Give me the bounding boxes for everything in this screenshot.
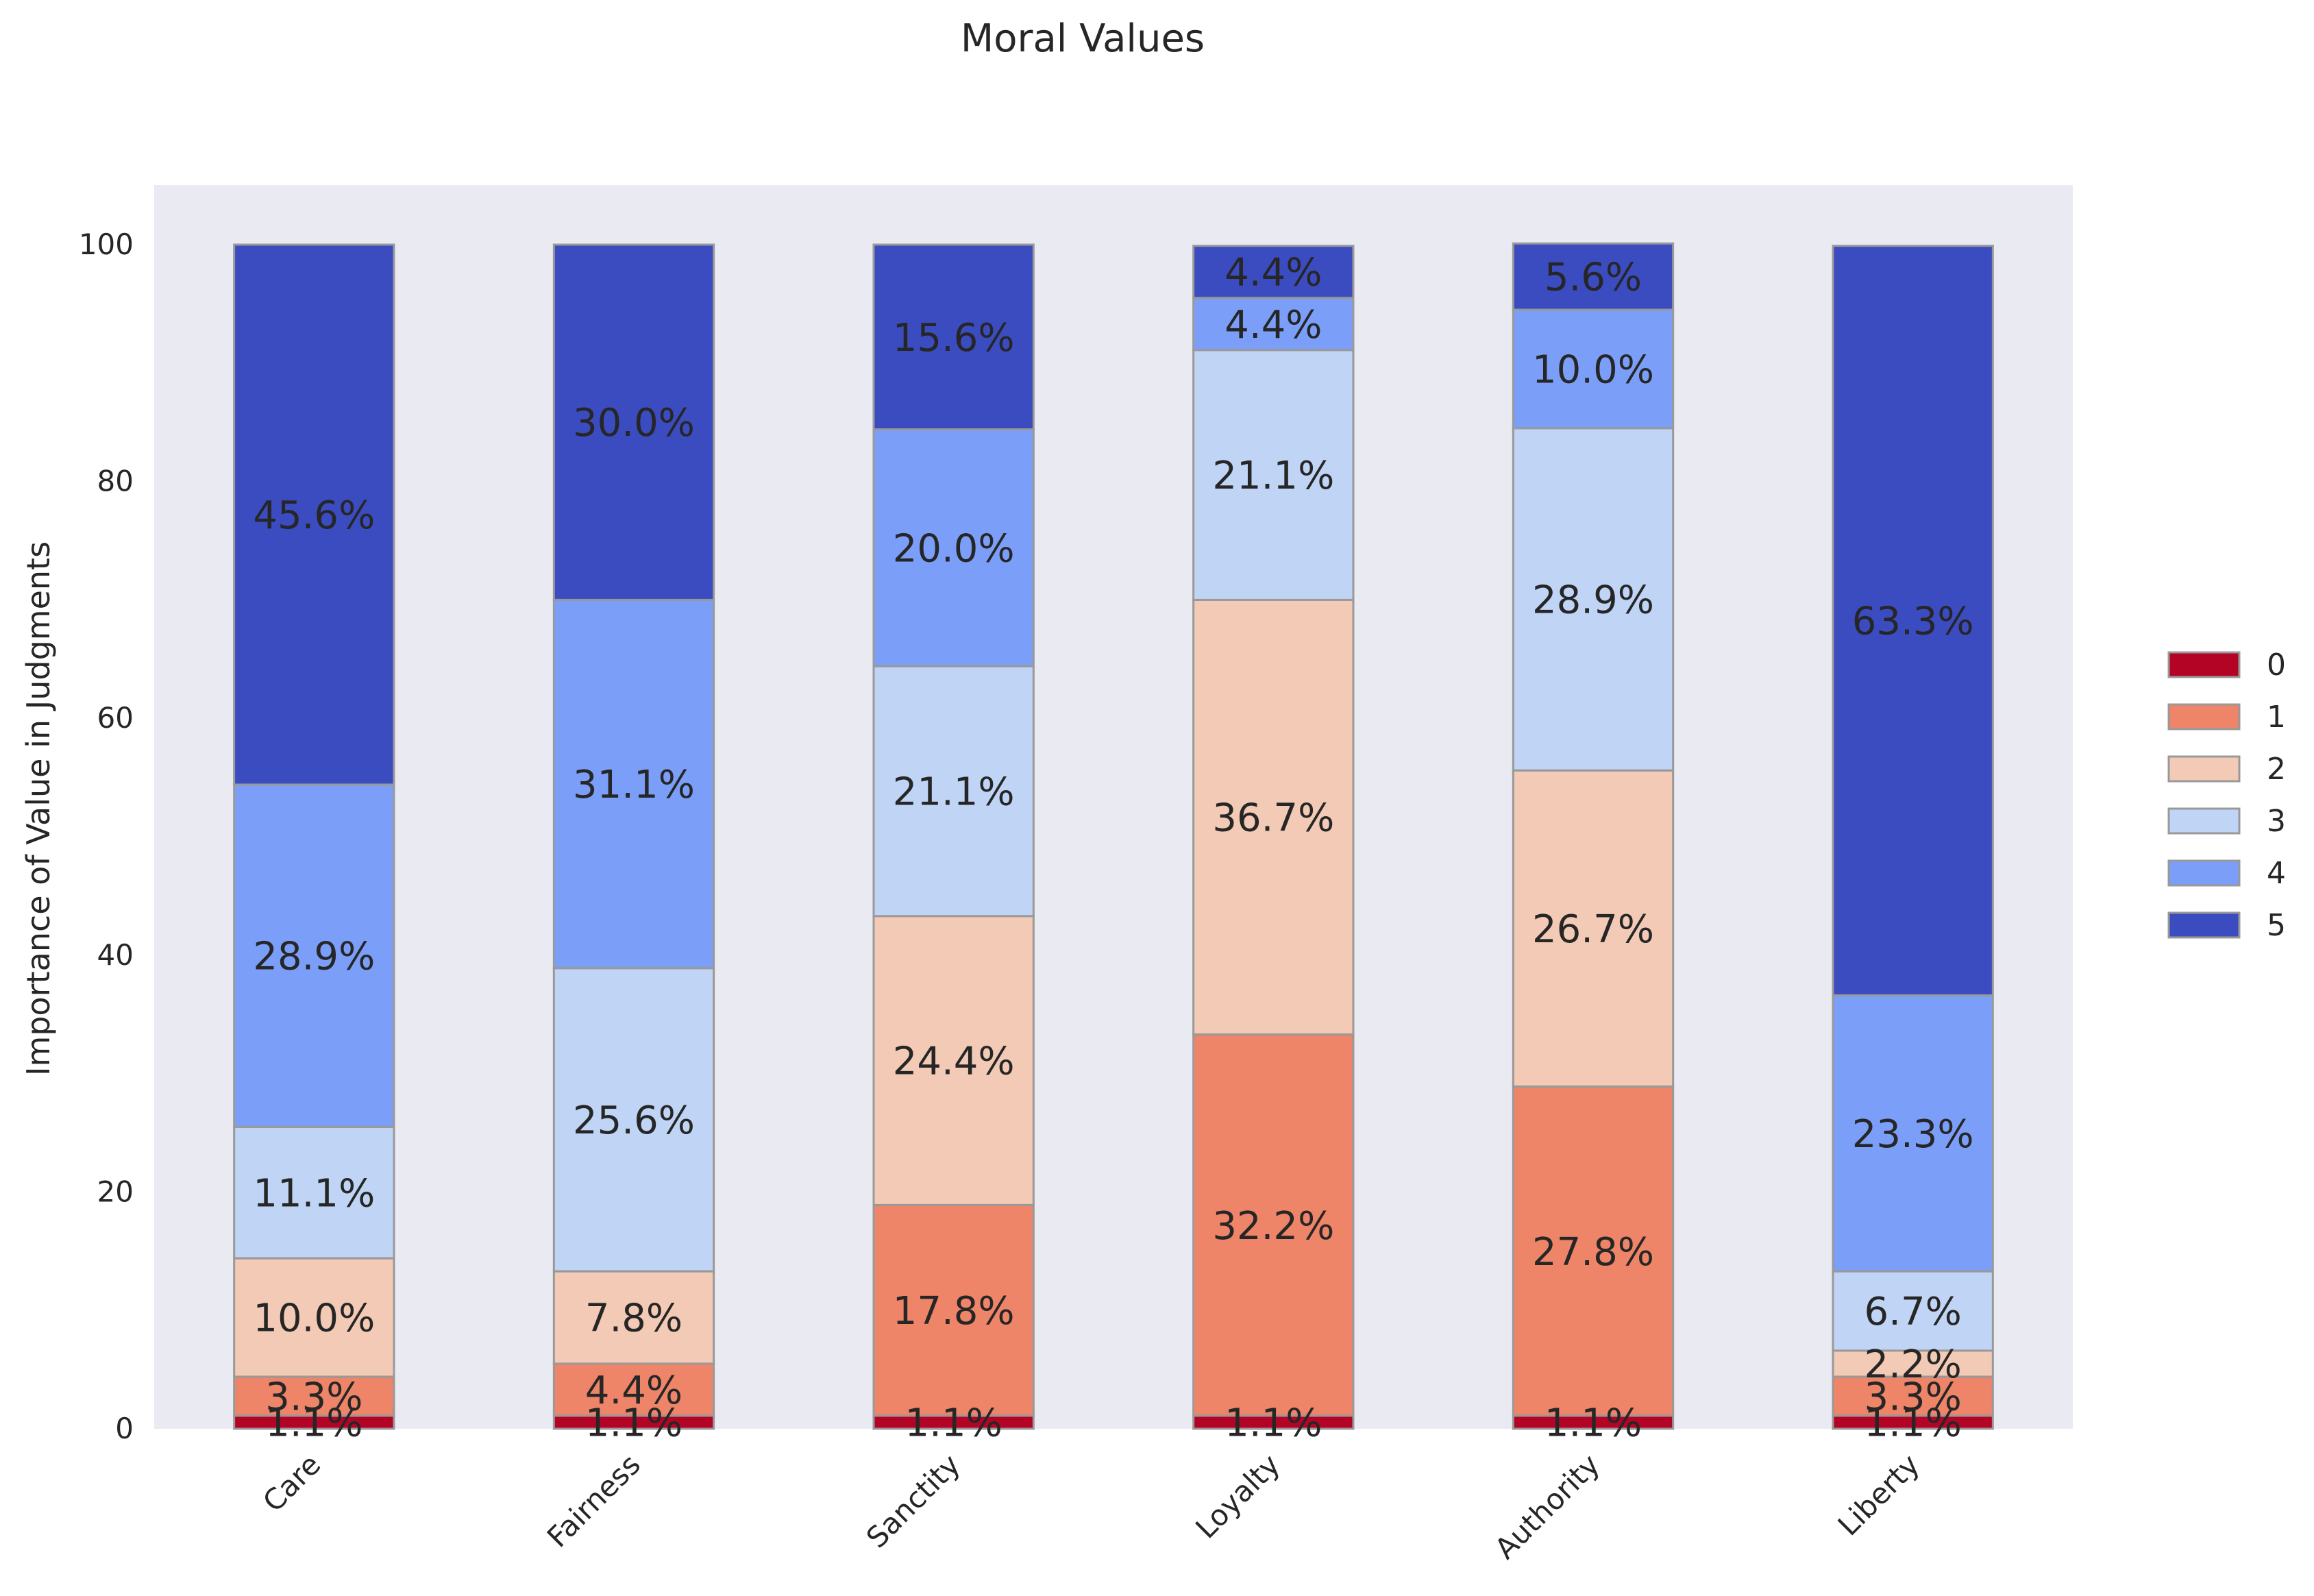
data-label: 1.1%	[265, 1401, 362, 1445]
bar-labels: 1.1%3.3%10.0%11.1%28.9%45.6%1.1%4.4%7.8%…	[253, 251, 1973, 1446]
data-label: 6.7%	[1864, 1290, 1962, 1334]
legend-label: 2	[2267, 752, 2286, 787]
bar-segment	[1192, 1033, 1355, 1417]
y-tick-label: 0	[115, 1412, 134, 1445]
data-label: 1.1%	[1224, 1401, 1322, 1445]
bar-segment	[552, 967, 715, 1273]
data-label: 21.1%	[893, 770, 1015, 814]
legend-swatch	[2167, 911, 2241, 939]
data-label: 1.1%	[1544, 1401, 1642, 1445]
data-label: 5.6%	[1544, 256, 1642, 300]
data-label: 1.1%	[1864, 1401, 1962, 1445]
x-tick-label: Liberty	[1832, 1447, 1926, 1542]
data-label: 3.3%	[265, 1375, 362, 1419]
legend-label: 3	[2267, 804, 2286, 839]
data-label: 28.9%	[1532, 578, 1654, 623]
data-label: 7.8%	[585, 1297, 682, 1341]
bar-segment	[1832, 1375, 1994, 1417]
bar-segment	[1192, 245, 1355, 299]
bars	[233, 242, 1994, 1430]
data-label: 27.8%	[1532, 1230, 1654, 1275]
data-label: 26.7%	[1532, 907, 1654, 952]
y-tick-label: 40	[97, 938, 134, 972]
bar-segment	[1832, 994, 1994, 1273]
x-tick-label: Care	[256, 1447, 327, 1518]
bar-segment	[872, 243, 1035, 431]
legend-label: 5	[2267, 908, 2286, 943]
x-tick-label: Fairness	[541, 1447, 647, 1554]
bar-segment	[552, 1362, 715, 1417]
data-label: 17.8%	[893, 1289, 1015, 1334]
data-label: 31.1%	[573, 763, 695, 807]
data-label: 10.0%	[1532, 347, 1654, 392]
data-label: 1.1%	[585, 1401, 682, 1445]
legend-swatch	[2167, 807, 2241, 835]
legend-swatch	[2167, 703, 2241, 731]
x-axis-ticks: Care Fairness Sanctity Loyalty Authority Libe…	[256, 1447, 1926, 1565]
bar-segment	[1192, 349, 1355, 601]
bar-segment	[233, 783, 395, 1128]
data-label: 45.6%	[253, 493, 375, 538]
y-tick-label: 100	[79, 228, 134, 261]
data-label: 28.9%	[253, 935, 375, 979]
x-tick-label: Authority	[1488, 1447, 1606, 1565]
chart-title: Moral Values	[961, 16, 1205, 61]
bar-segment	[233, 1375, 395, 1417]
data-label: 32.2%	[1212, 1204, 1334, 1249]
y-axis-title: Importance of Value in Judgments	[20, 541, 57, 1076]
data-label: 21.1%	[1212, 454, 1334, 498]
x-tick-label: Loyalty	[1189, 1447, 1286, 1545]
data-label: 4.4%	[585, 1368, 682, 1413]
data-label: 2.2%	[1864, 1342, 1962, 1387]
bar-segment	[872, 915, 1035, 1206]
bar-segment	[872, 428, 1035, 667]
data-label: 63.3%	[1852, 600, 1974, 644]
x-tick-label: Sanctity	[860, 1447, 967, 1554]
plot-area	[154, 185, 2073, 1429]
data-label: 24.4%	[893, 1040, 1015, 1084]
bar-segment	[1832, 1270, 1994, 1352]
legend-swatch	[2167, 755, 2241, 783]
data-label: 11.1%	[253, 1171, 375, 1216]
data-label: 20.0%	[893, 526, 1015, 571]
data-label: 3.3%	[1864, 1375, 1962, 1419]
data-label: 1.1%	[905, 1401, 1002, 1445]
legend-label: 4	[2267, 856, 2286, 891]
data-label: 10.0%	[253, 1297, 375, 1341]
data-label: 15.6%	[893, 316, 1015, 360]
legend: 0 1 2 3 4 5	[2167, 648, 2286, 943]
y-tick-label: 80	[97, 465, 134, 498]
y-tick-label: 60	[97, 701, 134, 735]
data-label: 23.3%	[1852, 1112, 1974, 1157]
legend-label: 1	[2267, 700, 2286, 735]
bar-segment	[1192, 297, 1355, 352]
data-label: 4.4%	[1224, 303, 1322, 347]
bar-segment	[233, 243, 395, 786]
bar-segment	[552, 1270, 715, 1365]
legend-swatch	[2167, 651, 2241, 678]
y-axis-ticks: 0 20 40 60 80 100	[79, 228, 134, 1445]
bar-segment	[1512, 769, 1675, 1088]
data-label: 36.7%	[1212, 796, 1334, 840]
bar-segment	[1832, 245, 1994, 997]
bar-segment	[1512, 242, 1675, 311]
bar-segment	[1512, 1085, 1675, 1417]
bar-segment	[872, 665, 1035, 918]
data-label: 30.0%	[573, 401, 695, 445]
y-tick-label: 20	[97, 1175, 134, 1208]
bar-segment	[233, 1125, 395, 1260]
legend-swatch	[2167, 859, 2241, 887]
data-label: 25.6%	[573, 1098, 695, 1143]
bar-segment	[1512, 427, 1675, 772]
bar-segment	[1192, 598, 1355, 1036]
bar-segment	[552, 243, 715, 601]
data-label: 4.4%	[1224, 251, 1322, 295]
bar-segment	[552, 598, 715, 970]
legend-label: 0	[2267, 648, 2286, 683]
bar-segment	[1512, 308, 1675, 430]
